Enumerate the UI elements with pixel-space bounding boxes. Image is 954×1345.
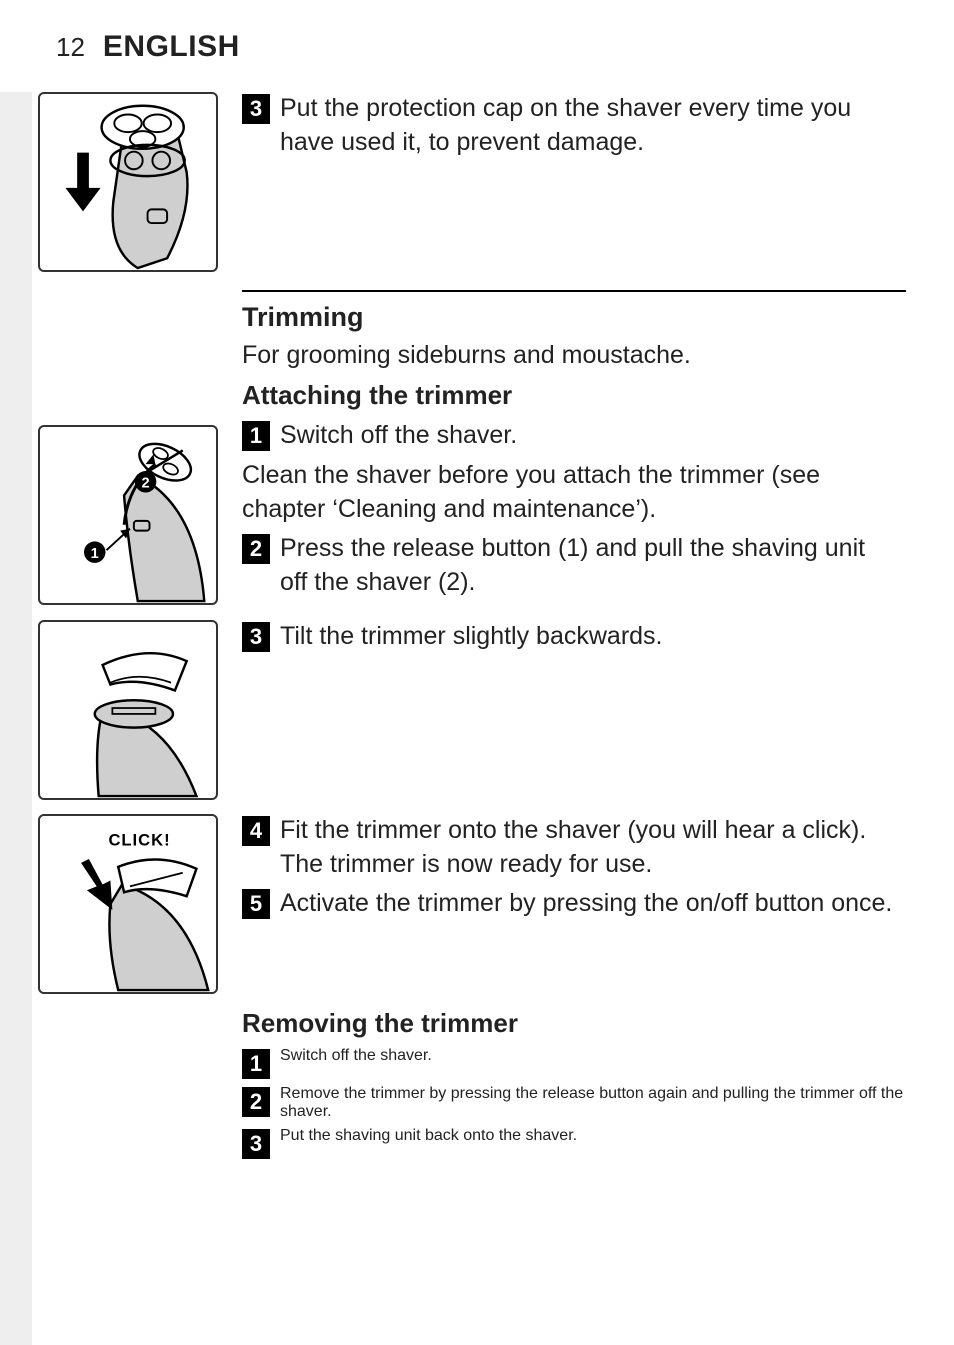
page-header: 12 ENGLISH — [0, 30, 906, 64]
step-number-badge: 3 — [242, 622, 270, 652]
figure-click-trimmer: CLICK! — [38, 814, 218, 994]
attach-step-5: 5 Activate the trimmer by pressing the o… — [242, 887, 898, 921]
step-text: Switch off the shaver. — [280, 419, 898, 453]
attach-step-3: 3 Tilt the trimmer slightly backwards. — [242, 620, 898, 654]
figure-release-button: 2 1 — [38, 425, 218, 605]
attach-step-1: 1 Switch off the shaver. — [242, 419, 898, 453]
step-number-badge: 3 — [242, 1129, 270, 1159]
step-text: Put the protection cap on the shaver eve… — [280, 92, 898, 160]
page-language: ENGLISH — [103, 30, 240, 64]
figure-cap-on-shaver — [38, 92, 218, 272]
step-text: Switch off the shaver. — [280, 1047, 906, 1065]
attach-note: Clean the shaver before you attach the t… — [242, 459, 898, 527]
step-text: Fit the trimmer onto the shaver (you wil… — [280, 814, 898, 882]
step-number-badge: 4 — [242, 816, 270, 846]
section-intro: For grooming sideburns and moustache. — [242, 341, 906, 370]
subsection-title-attach: Attaching the trimmer — [242, 380, 906, 411]
svg-text:CLICK!: CLICK! — [108, 830, 170, 849]
step-number-badge: 2 — [242, 534, 270, 564]
remove-step-2: 2 Remove the trimmer by pressing the rel… — [242, 1085, 906, 1121]
subsection-title-remove: Removing the trimmer — [242, 1008, 906, 1039]
remove-step-3: 3 Put the shaving unit back onto the sha… — [242, 1127, 906, 1159]
step-cap: 3 Put the protection cap on the shaver e… — [242, 92, 898, 160]
step-text: Tilt the trimmer slightly backwards. — [280, 620, 898, 654]
figure-tilt-trimmer — [38, 620, 218, 800]
step-text: Remove the trimmer by pressing the relea… — [280, 1085, 906, 1121]
section-rule — [242, 290, 906, 292]
attach-step-4: 4 Fit the trimmer onto the shaver (you w… — [242, 814, 898, 882]
step-text: Activate the trimmer by pressing the on/… — [280, 887, 898, 921]
svg-text:1: 1 — [91, 546, 99, 562]
step-number-badge: 3 — [242, 94, 270, 124]
svg-text:2: 2 — [142, 476, 150, 492]
attach-step-2: 2 Press the release button (1) and pull … — [242, 532, 898, 600]
page-number: 12 — [56, 32, 85, 63]
remove-step-1: 1 Switch off the shaver. — [242, 1047, 906, 1079]
step-number-badge: 1 — [242, 1049, 270, 1079]
section-title-trimming: Trimming — [242, 302, 906, 333]
step-number-badge: 2 — [242, 1087, 270, 1117]
step-text: Press the release button (1) and pull th… — [280, 532, 898, 600]
step-number-badge: 1 — [242, 421, 270, 451]
step-text: Put the shaving unit back onto the shave… — [280, 1127, 906, 1145]
step-number-badge: 5 — [242, 889, 270, 919]
